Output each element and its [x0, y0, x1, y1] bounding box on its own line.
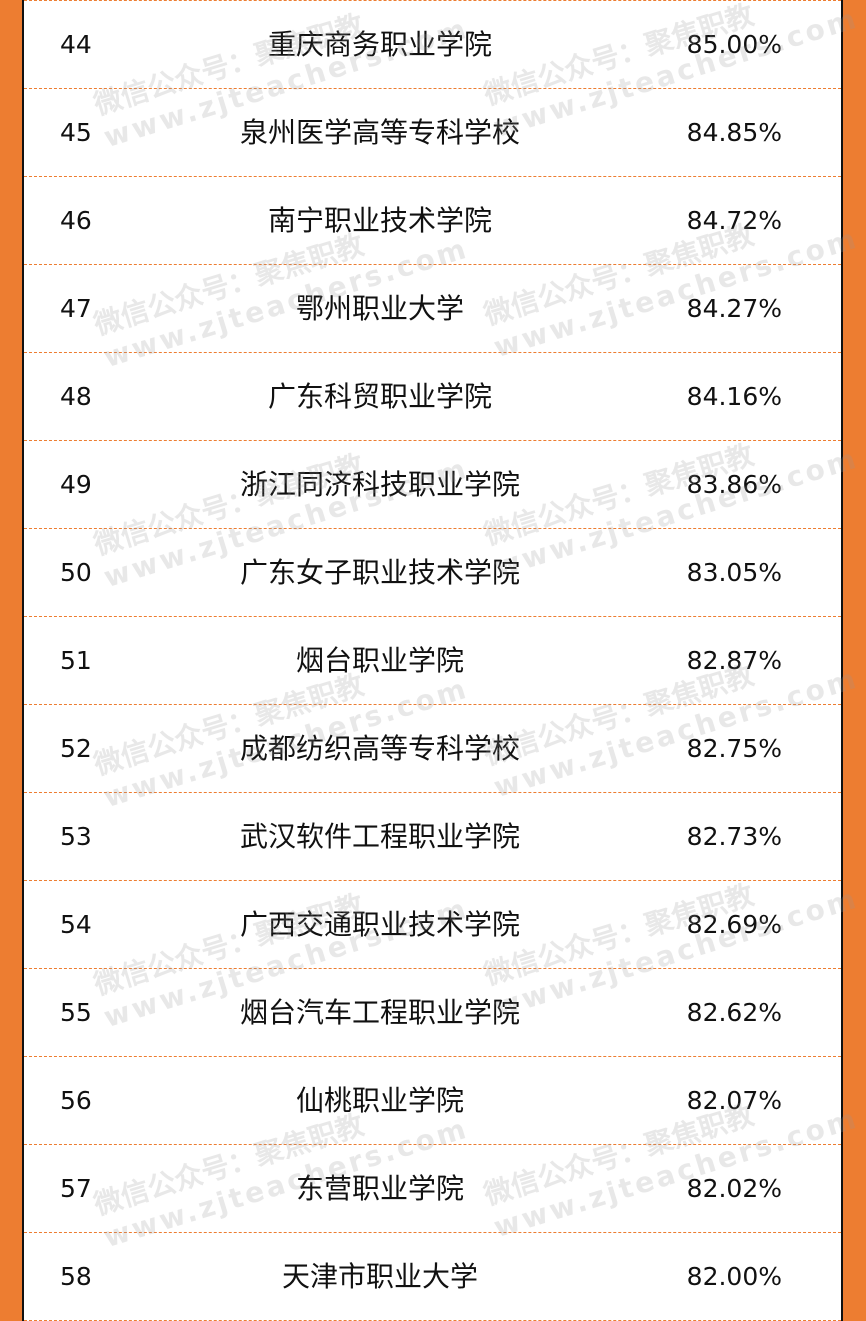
rank-cell: 49	[60, 470, 92, 499]
right-orange-border	[841, 0, 866, 1321]
ranking-table: 44 重庆商务职业学院 85.00% 45 泉州医学高等专科学校 84.85% 46 南宁职业…	[24, 0, 841, 1321]
rank-cell: 45	[60, 118, 92, 147]
school-name-cell: 成都纺织高等专科学校	[239, 732, 520, 765]
table-row: 48 广东科贸职业学院 84.16%	[24, 352, 841, 440]
rate-cell: 82.87%	[686, 646, 782, 675]
table-row: 44 重庆商务职业学院 85.00%	[24, 0, 841, 88]
school-name-cell: 广东女子职业技术学院	[239, 556, 520, 589]
rate-cell: 82.73%	[686, 822, 782, 851]
school-name-cell: 重庆商务职业学院	[267, 28, 492, 61]
rate-cell: 83.05%	[686, 558, 782, 587]
school-name-cell: 浙江同济科技职业学院	[239, 468, 520, 501]
school-name-cell: 天津市职业大学	[281, 1260, 478, 1293]
table-row: 54 广西交通职业技术学院 82.69%	[24, 880, 841, 968]
rate-cell: 82.07%	[686, 1086, 782, 1115]
rank-cell: 54	[60, 910, 92, 939]
school-name-cell: 广西交通职业技术学院	[239, 908, 520, 941]
table-row: 50 广东女子职业技术学院 83.05%	[24, 528, 841, 616]
school-name-cell: 东营职业学院	[295, 1172, 464, 1205]
rate-cell: 82.00%	[686, 1262, 782, 1291]
table-row: 46 南宁职业技术学院 84.72%	[24, 176, 841, 264]
rate-cell: 85.00%	[686, 30, 782, 59]
rank-cell: 47	[60, 294, 92, 323]
rank-cell: 51	[60, 646, 92, 675]
table-row: 57 东营职业学院 82.02%	[24, 1144, 841, 1232]
school-name-cell: 广东科贸职业学院	[267, 380, 492, 413]
rate-cell: 82.69%	[686, 910, 782, 939]
table-row: 55 烟台汽车工程职业学院 82.62%	[24, 968, 841, 1056]
rank-cell: 44	[60, 30, 92, 59]
table-row: 47 鄂州职业大学 84.27%	[24, 264, 841, 352]
rank-cell: 57	[60, 1174, 92, 1203]
rate-cell: 84.16%	[686, 382, 782, 411]
rate-cell: 82.75%	[686, 734, 782, 763]
table-row: 45 泉州医学高等专科学校 84.85%	[24, 88, 841, 176]
rate-cell: 82.62%	[686, 998, 782, 1027]
school-name-cell: 鄂州职业大学	[295, 292, 464, 325]
rate-cell: 84.27%	[686, 294, 782, 323]
rank-cell: 46	[60, 206, 92, 235]
school-name-cell: 泉州医学高等专科学校	[239, 116, 520, 149]
rank-cell: 56	[60, 1086, 92, 1115]
school-name-cell: 仙桃职业学院	[295, 1084, 464, 1117]
table-row: 56 仙桃职业学院 82.07%	[24, 1056, 841, 1144]
rank-cell: 50	[60, 558, 92, 587]
table-row: 49 浙江同济科技职业学院 83.86%	[24, 440, 841, 528]
school-name-cell: 烟台汽车工程职业学院	[239, 996, 520, 1029]
table-row: 53 武汉软件工程职业学院 82.73%	[24, 792, 841, 880]
table-row: 52 成都纺织高等专科学校 82.75%	[24, 704, 841, 792]
school-name-cell: 南宁职业技术学院	[267, 204, 492, 237]
table-row: 58 天津市职业大学 82.00%	[24, 1232, 841, 1321]
rate-cell: 84.85%	[686, 118, 782, 147]
rate-cell: 84.72%	[686, 206, 782, 235]
left-orange-border	[0, 0, 24, 1321]
rate-cell: 82.02%	[686, 1174, 782, 1203]
school-name-cell: 烟台职业学院	[295, 644, 464, 677]
rate-cell: 83.86%	[686, 470, 782, 499]
rank-cell: 55	[60, 998, 92, 1027]
rank-cell: 58	[60, 1262, 92, 1291]
rank-cell: 48	[60, 382, 92, 411]
school-name-cell: 武汉软件工程职业学院	[239, 820, 520, 853]
rank-cell: 53	[60, 822, 92, 851]
table-row: 51 烟台职业学院 82.87%	[24, 616, 841, 704]
rank-cell: 52	[60, 734, 92, 763]
